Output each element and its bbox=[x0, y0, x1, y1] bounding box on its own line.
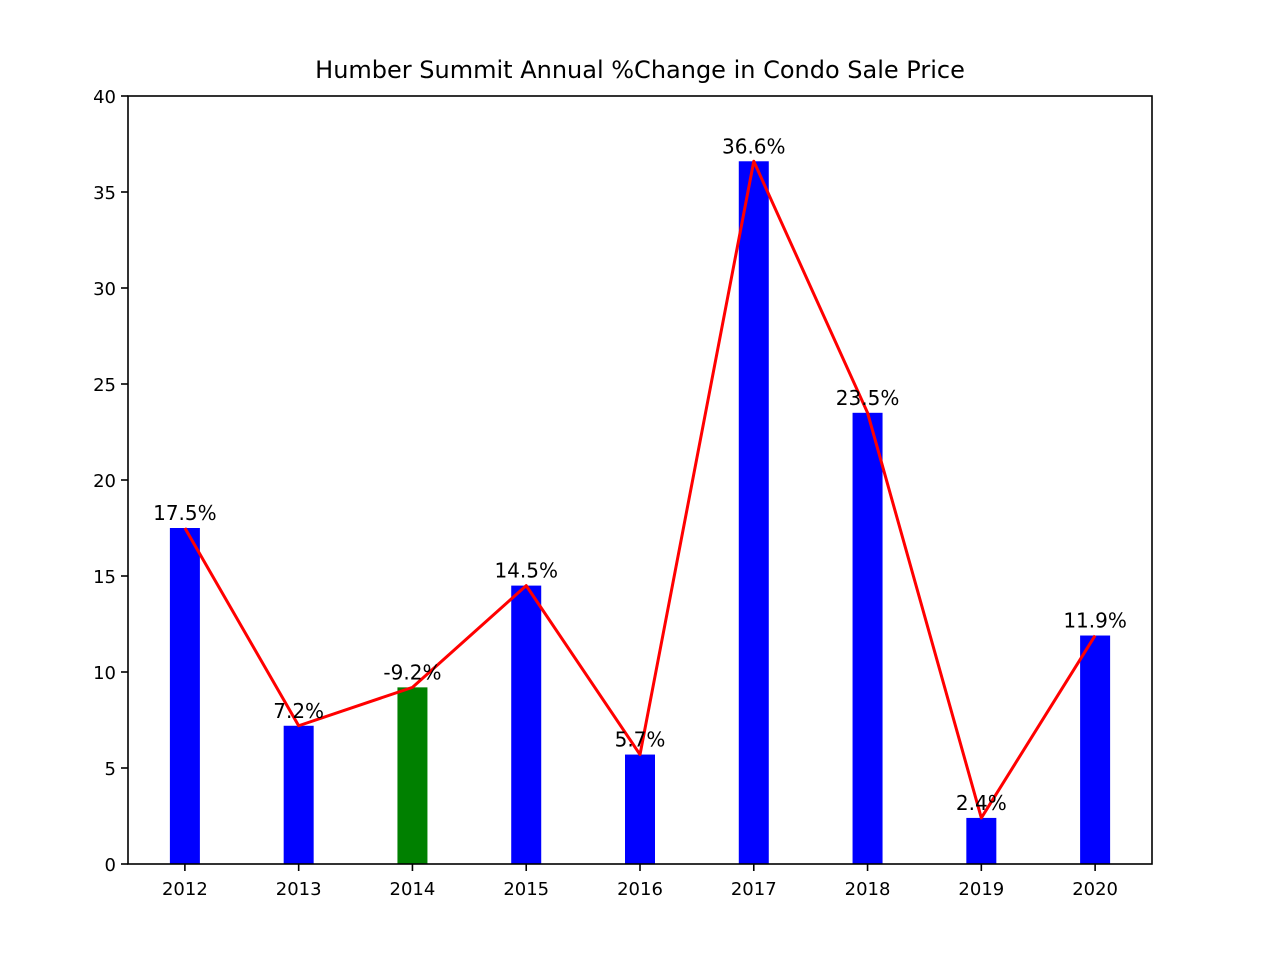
bar-2018 bbox=[852, 412, 883, 864]
bar-2014 bbox=[397, 687, 428, 864]
y-tick-label: 15 bbox=[93, 567, 116, 588]
bar-2019 bbox=[966, 817, 997, 864]
x-tick-label: 2017 bbox=[731, 879, 777, 900]
data-label-2012: 17.5% bbox=[153, 501, 217, 525]
x-tick-label: 2013 bbox=[276, 879, 322, 900]
x-tick-label: 2016 bbox=[617, 879, 663, 900]
x-tick-label: 2020 bbox=[1072, 879, 1118, 900]
y-tick-label: 20 bbox=[93, 471, 116, 492]
bar-2015 bbox=[511, 585, 542, 864]
x-tick-label: 2015 bbox=[503, 879, 549, 900]
data-label-2018: 23.5% bbox=[836, 386, 900, 410]
data-label-2013: 7.2% bbox=[273, 699, 324, 723]
x-tick-label: 2012 bbox=[162, 879, 208, 900]
data-label-2017: 36.6% bbox=[722, 134, 786, 158]
bar-2012 bbox=[169, 528, 200, 864]
data-label-2020: 11.9% bbox=[1063, 609, 1127, 633]
data-label-2019: 2.4% bbox=[956, 791, 1007, 815]
x-tick-label: 2018 bbox=[845, 879, 891, 900]
bar-2016 bbox=[625, 754, 655, 864]
line-layer bbox=[183, 159, 1097, 820]
data-label-2014: -9.2% bbox=[383, 660, 441, 684]
data-label-2015: 14.5% bbox=[494, 559, 558, 583]
trend-line bbox=[183, 159, 1097, 820]
x-tick-label: 2014 bbox=[390, 879, 436, 900]
labels-layer: 17.5% 7.2% -9.2% 14.5% 5.7% 36.6% 23.5% 2.4% 11.… bbox=[153, 134, 1127, 815]
y-tick-label: 40 bbox=[93, 87, 116, 108]
bar-2017 bbox=[738, 161, 769, 864]
data-label-2016: 5.7% bbox=[615, 728, 666, 752]
y-tick-label: 5 bbox=[105, 759, 116, 780]
bar-2020 bbox=[1080, 635, 1111, 864]
y-tick-label: 0 bbox=[105, 855, 116, 876]
y-tick-label: 10 bbox=[93, 663, 116, 684]
chart-title: Humber Summit Annual %Change in Condo Sa… bbox=[315, 56, 965, 84]
bar-2013 bbox=[283, 725, 314, 864]
bars-layer bbox=[169, 161, 1111, 864]
y-tick-label: 35 bbox=[93, 183, 116, 204]
x-tick-label: 2019 bbox=[958, 879, 1004, 900]
y-tick-label: 25 bbox=[93, 375, 116, 396]
axes-layer: 0 5 10 15 20 25 30 35 40 2012 2013 2014 2015 2016 2017… bbox=[93, 87, 1153, 900]
y-tick-label: 30 bbox=[93, 279, 116, 300]
